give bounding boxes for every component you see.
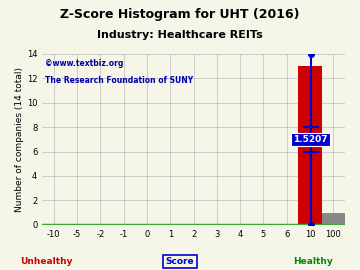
Text: Z-Score Histogram for UHT (2016): Z-Score Histogram for UHT (2016) (60, 8, 300, 21)
Y-axis label: Number of companies (14 total): Number of companies (14 total) (15, 67, 24, 212)
Bar (298, 66, 322, 225)
Text: Industry: Healthcare REITs: Industry: Healthcare REITs (97, 30, 263, 40)
Text: Healthy: Healthy (293, 257, 333, 266)
Text: ©www.textbiz.org: ©www.textbiz.org (45, 59, 123, 68)
Bar (322, 213, 345, 225)
Text: The Research Foundation of SUNY: The Research Foundation of SUNY (45, 76, 193, 85)
Text: 1.5207: 1.5207 (293, 135, 328, 144)
Text: Score: Score (166, 257, 194, 266)
Text: Unhealthy: Unhealthy (21, 257, 73, 266)
